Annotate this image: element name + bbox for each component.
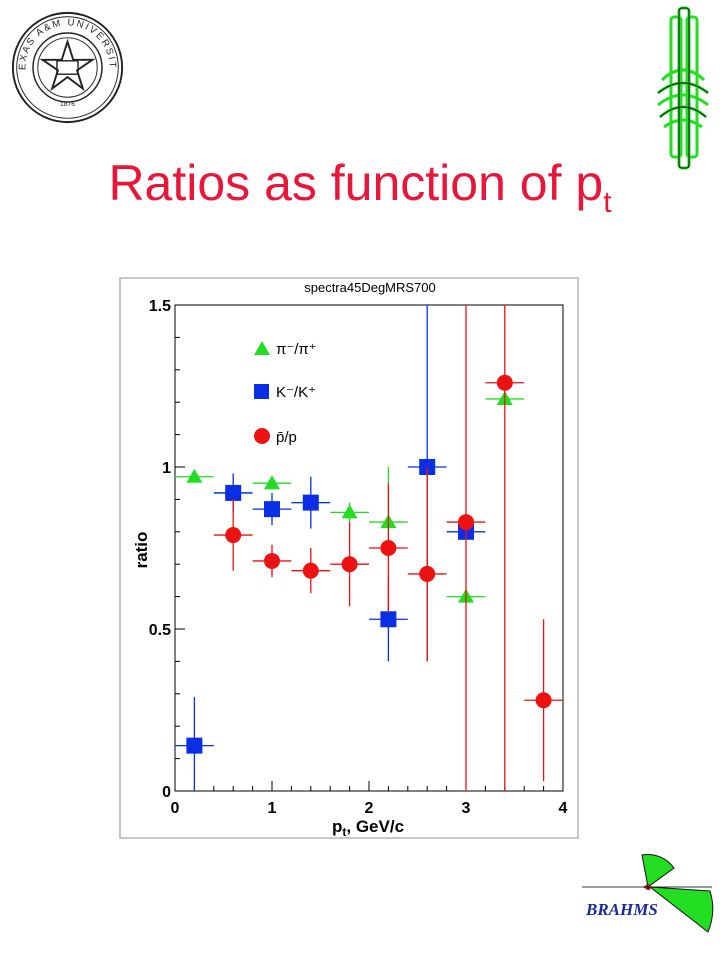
legend-label-pi: π⁻/π⁺ [276, 341, 317, 358]
series-circle [213, 305, 563, 791]
data-point-square [264, 501, 280, 518]
data-point-square [380, 611, 397, 628]
x-tick-label: 3 [462, 800, 471, 817]
data-point-circle [380, 540, 397, 556]
x-axis-label-sub: t [342, 825, 346, 839]
data-point-circle [341, 556, 358, 573]
y-axis-label: ratio [132, 532, 151, 569]
data-point-circle [458, 514, 474, 531]
y-tick-label: 1.5 [149, 298, 171, 315]
x-axis-label-rest: , GeV/c [346, 817, 404, 836]
data-point-triangle [341, 504, 358, 519]
x-axis-label-p: p [332, 817, 342, 836]
slide-title: Ratios as function of pt [0, 148, 720, 238]
legend-label-k: K⁻/K⁺ [276, 384, 316, 401]
detector-logo [657, 6, 709, 170]
chart-outer-frame [119, 277, 579, 839]
data-point-circle [302, 562, 319, 579]
x-tick-label: 4 [559, 800, 568, 817]
data-point-circle [496, 374, 513, 391]
data-point-triangle [186, 468, 203, 483]
university-seal-logo: TEXAS A&M UNIVERSITY 1876 [10, 10, 124, 124]
data-point-circle [419, 565, 436, 582]
data-point-square [186, 737, 203, 754]
data-point-circle [535, 692, 552, 709]
x-axis-label: pt, GeV/c [332, 817, 404, 839]
data-point-square [225, 484, 242, 501]
legend-label-p: p̄/p [276, 429, 297, 446]
brahms-label: BRAHMS [585, 900, 658, 919]
y-tick-label: 1 [162, 460, 171, 477]
slide-title-main: Ratios as function of p [108, 155, 604, 211]
data-point-triangle [264, 475, 280, 490]
y-axis: 0 0.5 1 1.5 [149, 298, 185, 801]
x-tick-label: 0 [171, 800, 180, 817]
slide-title-subscript: t [603, 186, 612, 219]
y-tick-label: 0.5 [149, 622, 171, 639]
data-marks [175, 305, 563, 791]
x-axis: 0 1 2 3 4 [171, 781, 568, 817]
data-point-circle [225, 527, 242, 544]
data-point-square [302, 494, 319, 511]
data-point-circle [264, 552, 280, 569]
seal-year: 1876 [60, 101, 75, 108]
brahms-logo: BRAHMS [582, 853, 714, 933]
x-tick-label: 1 [268, 800, 277, 817]
legend-marker-k [254, 384, 269, 399]
y-tick-label: 0 [162, 784, 171, 801]
legend: π⁻/π⁺ K⁻/K⁺ p̄/p [254, 341, 317, 446]
legend-marker-pi [254, 341, 270, 355]
legend-marker-p [254, 428, 270, 444]
x-tick-label: 2 [365, 800, 374, 817]
chart-title: spectra45DegMRS700 [304, 280, 436, 295]
series-square [175, 305, 486, 791]
